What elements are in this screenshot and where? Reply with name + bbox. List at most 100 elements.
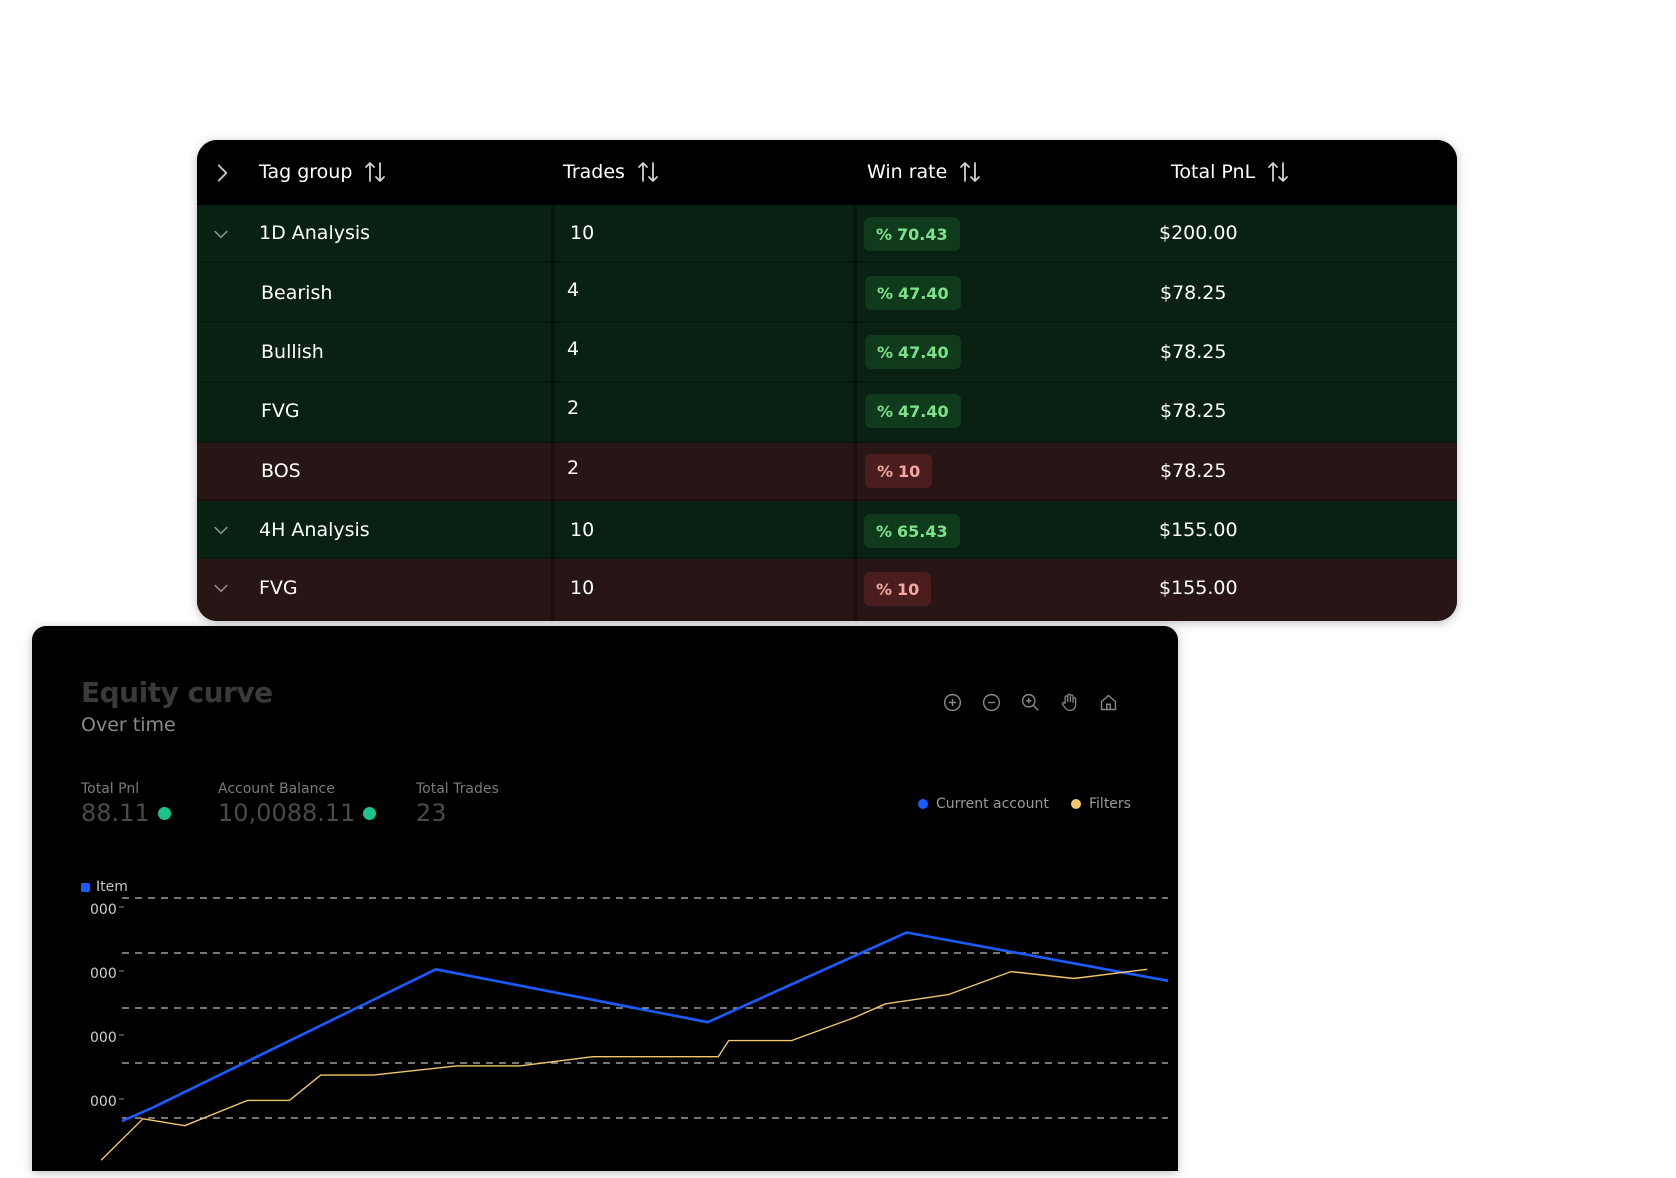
sort-icon[interactable] [959, 160, 981, 184]
row-name: BOS [261, 460, 301, 482]
win-rate-badge: % 47.40 [865, 394, 961, 428]
row-pnl: $155.00 [1159, 577, 1238, 599]
stat-value: 23 [416, 799, 447, 827]
row-divider [197, 321, 1457, 323]
item-legend: Item [81, 879, 128, 895]
zoom-in-icon[interactable] [942, 692, 963, 713]
table-row[interactable]: FVG 10 % 10 $155.00 [197, 559, 1457, 621]
stat-label: Account Balance [218, 781, 335, 797]
stat-value-row: 88.11 [81, 799, 171, 827]
magnifier-icon[interactable] [1020, 692, 1041, 713]
tag-group-table: Tag group Trades Win rate Total PnL 1D A… [197, 140, 1457, 621]
row-pnl: $200.00 [1159, 222, 1238, 244]
row-divider [197, 441, 1457, 443]
trend-up-icon [157, 806, 171, 820]
percent-icon: % [877, 283, 894, 303]
chevron-right-icon[interactable] [209, 160, 235, 186]
y-tick-label: 000 [90, 902, 117, 918]
chart-toolbar [942, 692, 1119, 713]
stat-account-balance: Account Balance 10,0088.11 [218, 781, 377, 827]
table-row[interactable]: 4H Analysis 10 % 65.43 $155.00 [197, 501, 1457, 559]
row-divider [197, 499, 1457, 501]
y-tick-label: 000 [90, 966, 117, 982]
row-name: 4H Analysis [259, 519, 370, 541]
header-tag-group[interactable]: Tag group [259, 160, 386, 184]
sort-icon[interactable] [1267, 160, 1289, 184]
row-trades: 4 [567, 338, 580, 360]
table-row[interactable]: 1D Analysis 10 % 70.43 $200.00 [197, 205, 1457, 263]
stat-value-row: 23 [416, 799, 499, 827]
win-rate-value: 47.40 [898, 401, 949, 421]
equity-curve-card: Equity curve Over time Total Pnl 88.11 A… [32, 626, 1178, 1171]
win-rate-badge: % 10 [865, 454, 933, 488]
home-icon[interactable] [1098, 692, 1119, 713]
win-rate-badge: % 47.40 [865, 335, 961, 369]
header-label: Trades [563, 161, 625, 183]
table-header: Tag group Trades Win rate Total PnL [197, 140, 1457, 205]
table-row[interactable]: FVG 2 % 47.40 $78.25 [197, 383, 1457, 443]
y-tick-label: 000 [90, 1030, 117, 1046]
card-subtitle: Over time [81, 714, 176, 736]
row-pnl: $78.25 [1160, 341, 1227, 363]
stat-label: Total Pnl [81, 781, 140, 797]
column-separator [853, 205, 857, 621]
trend-up-icon [363, 806, 377, 820]
row-pnl: $78.25 [1160, 460, 1227, 482]
stat-total-pnl: Total Pnl 88.11 [81, 781, 171, 827]
series-line-filters [100, 968, 1148, 1161]
stat-value: 88.11 [81, 799, 150, 827]
header-win-rate[interactable]: Win rate [867, 160, 981, 184]
row-name: 1D Analysis [259, 222, 371, 244]
table-row[interactable]: BOS 2 % 10 $78.25 [197, 443, 1457, 501]
percent-icon: % [877, 342, 894, 362]
legend-current-account[interactable]: Current account [918, 796, 1049, 812]
header-trades[interactable]: Trades [563, 160, 659, 184]
percent-icon: % [876, 521, 893, 541]
zoom-out-icon[interactable] [981, 692, 1002, 713]
chevron-down-icon[interactable] [211, 520, 231, 540]
stat-label: Total Trades [416, 781, 499, 797]
table-row[interactable]: Bullish 4 % 47.40 $78.25 [197, 323, 1457, 383]
win-rate-badge: % 47.40 [865, 276, 961, 310]
sort-icon[interactable] [364, 160, 386, 184]
header-label: Tag group [259, 161, 353, 183]
row-pnl: $78.25 [1160, 400, 1227, 422]
sort-icon[interactable] [637, 160, 659, 184]
table-row[interactable]: Bearish 4 % 47.40 $78.25 [197, 263, 1457, 323]
legend-filters[interactable]: Filters [1071, 796, 1131, 812]
chevron-down-icon[interactable] [211, 224, 231, 244]
win-rate-badge: % 65.43 [864, 514, 960, 548]
stat-value-row: 10,0088.11 [218, 799, 377, 827]
win-rate-badge: % 10 [864, 572, 932, 606]
legend-label: Item [96, 879, 128, 895]
stat-total-trades: Total Trades 23 [416, 781, 499, 827]
pan-hand-icon[interactable] [1059, 692, 1080, 713]
percent-icon: % [877, 461, 894, 481]
row-pnl: $155.00 [1159, 519, 1238, 541]
chevron-down-icon[interactable] [211, 578, 231, 598]
win-rate-value: 65.43 [897, 521, 948, 541]
row-name: FVG [259, 577, 298, 599]
header-label: Win rate [867, 161, 948, 183]
legend-label: Current account [936, 796, 1049, 812]
legend-swatch [918, 799, 928, 809]
series-line-current-account [121, 931, 1169, 1123]
column-separator [551, 205, 555, 621]
equity-chart[interactable] [32, 626, 1178, 1171]
legend-swatch [1071, 799, 1081, 809]
row-trades: 10 [570, 519, 595, 541]
legend-label: Filters [1089, 796, 1131, 812]
row-name: Bearish [261, 282, 333, 304]
row-trades: 10 [570, 577, 595, 599]
legend-swatch [81, 882, 90, 892]
row-name: Bullish [261, 341, 324, 363]
win-rate-value: 70.43 [897, 224, 948, 244]
header-label: Total PnL [1171, 161, 1256, 183]
row-divider [197, 261, 1457, 263]
row-trades: 2 [567, 397, 580, 419]
row-trades: 4 [567, 279, 580, 301]
win-rate-value: 47.40 [898, 283, 949, 303]
header-total-pnl[interactable]: Total PnL [1171, 160, 1289, 184]
row-trades: 10 [570, 222, 595, 244]
percent-icon: % [876, 224, 893, 244]
